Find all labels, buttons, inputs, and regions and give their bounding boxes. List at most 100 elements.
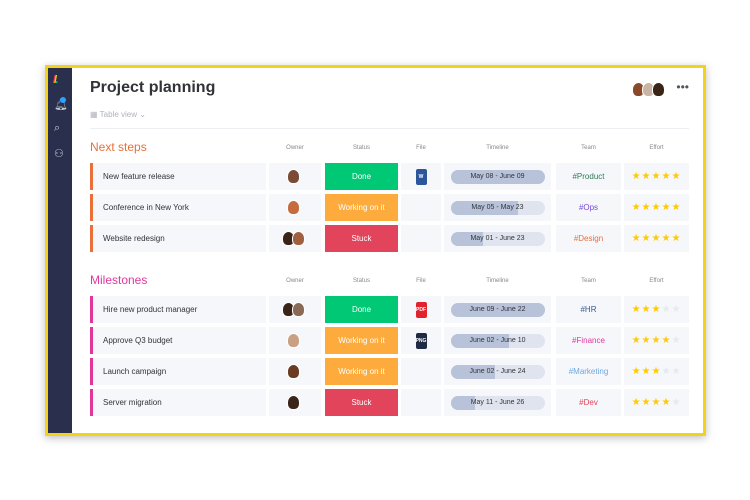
table-row[interactable]: Server migration Stuck May 11 - June 26 … xyxy=(90,389,690,416)
item-name[interactable]: Website redesign xyxy=(90,225,266,252)
star-icon: ★ xyxy=(631,335,642,346)
owner-cell[interactable] xyxy=(269,225,321,252)
status-badge[interactable]: Working on it xyxy=(325,358,398,385)
star-icon: ★ xyxy=(651,335,662,346)
status-badge[interactable]: Stuck xyxy=(325,225,398,252)
status-badge[interactable]: Working on it xyxy=(325,327,398,354)
effort-rating[interactable]: ★ ★ ★ ★ ★ xyxy=(624,327,689,354)
owner-cell[interactable] xyxy=(269,389,321,416)
owner-cell[interactable] xyxy=(269,296,321,323)
team-tag[interactable]: #Finance xyxy=(556,327,621,354)
group-title[interactable]: Milestones xyxy=(90,273,148,287)
timeline-progress xyxy=(450,333,509,348)
column-header-status[interactable]: Status xyxy=(352,278,370,284)
item-name[interactable]: Approve Q3 budget xyxy=(90,327,266,354)
timeline-progress xyxy=(450,364,495,379)
table-row[interactable]: Hire new product manager Done PDF June 0… xyxy=(90,296,690,323)
table-row[interactable]: Approve Q3 budget Working on it PNG June… xyxy=(90,327,690,354)
timeline-cell[interactable]: May 08 - June 09 xyxy=(444,163,551,190)
timeline-progress xyxy=(450,395,475,410)
column-header-file[interactable]: File xyxy=(416,145,426,151)
file-cell[interactable]: PNG xyxy=(401,327,441,354)
column-header-team[interactable]: Team xyxy=(581,278,596,284)
owner-avatar xyxy=(287,364,300,379)
effort-rating[interactable]: ★ ★ ★ ★ ★ xyxy=(624,194,689,221)
star-icon: ★ xyxy=(661,304,672,315)
timeline-bar: June 02 - June 24 xyxy=(450,364,545,379)
file-icon[interactable]: PDF xyxy=(415,301,427,318)
monday-logo: //. xyxy=(53,74,58,86)
timeline-cell[interactable]: June 02 - June 24 xyxy=(444,358,551,385)
file-cell[interactable] xyxy=(401,225,441,252)
star-icon: ★ xyxy=(641,366,652,377)
star-icon: ★ xyxy=(671,366,682,377)
star-icon: ★ xyxy=(671,171,682,182)
status-badge[interactable]: Working on it xyxy=(325,194,398,221)
status-badge[interactable]: Done xyxy=(325,163,398,190)
timeline-cell[interactable]: May 11 - June 26 xyxy=(444,389,551,416)
team-tag[interactable]: #Ops xyxy=(556,194,621,221)
timeline-cell[interactable]: May 05 - May 23 xyxy=(444,194,551,221)
timeline-cell[interactable]: June 02 - June 10 xyxy=(444,327,551,354)
table-row[interactable]: Website redesign Stuck May 01 - June 23 … xyxy=(90,225,690,252)
table-row[interactable]: New feature release Done W May 08 - June… xyxy=(90,163,690,190)
effort-rating[interactable]: ★ ★ ★ ★ ★ xyxy=(624,389,689,416)
star-icon: ★ xyxy=(631,366,642,377)
group-title[interactable]: Next steps xyxy=(90,140,147,154)
effort-rating[interactable]: ★ ★ ★ ★ ★ xyxy=(624,163,689,190)
file-cell[interactable]: PDF xyxy=(401,296,441,323)
star-icon: ★ xyxy=(651,397,662,408)
column-header-status[interactable]: Status xyxy=(352,145,370,151)
search-icon[interactable]: ⌕ xyxy=(54,122,61,134)
item-name[interactable]: Launch campaign xyxy=(90,358,266,385)
sidebar: //. 🔔︎ ⌕ ⚇ xyxy=(48,68,72,433)
column-header-timeline[interactable]: Timeline xyxy=(486,278,509,284)
file-cell[interactable] xyxy=(401,358,441,385)
item-name[interactable]: New feature release xyxy=(90,163,266,190)
team-avatars[interactable] xyxy=(632,82,665,97)
column-header-effort[interactable]: Effort xyxy=(649,278,664,284)
status-badge[interactable]: Done xyxy=(325,296,398,323)
effort-rating[interactable]: ★ ★ ★ ★ ★ xyxy=(624,358,689,385)
invite-user-icon[interactable]: ⚇ xyxy=(54,148,64,160)
table-row[interactable]: Launch campaign Working on it June 02 - … xyxy=(90,358,690,385)
timeline-cell[interactable]: June 09 - June 22 xyxy=(444,296,551,323)
table-row[interactable]: Conference in New York Working on it May… xyxy=(90,194,690,221)
star-icon: ★ xyxy=(631,202,642,213)
effort-rating[interactable]: ★ ★ ★ ★ ★ xyxy=(624,225,689,252)
owner-cell[interactable] xyxy=(269,194,321,221)
star-icon: ★ xyxy=(651,171,662,182)
file-icon[interactable]: PNG xyxy=(415,332,427,349)
file-cell[interactable] xyxy=(401,389,441,416)
owner-avatar xyxy=(292,231,305,246)
item-name[interactable]: Hire new product manager xyxy=(90,296,266,323)
team-tag[interactable]: #Marketing xyxy=(556,358,621,385)
owner-cell[interactable] xyxy=(269,163,321,190)
effort-rating[interactable]: ★ ★ ★ ★ ★ xyxy=(624,296,689,323)
team-tag[interactable]: #HR xyxy=(556,296,621,323)
status-badge[interactable]: Stuck xyxy=(325,389,398,416)
star-icon: ★ xyxy=(671,335,682,346)
column-header-owner[interactable]: Owner xyxy=(286,145,304,151)
timeline-cell[interactable]: May 01 - June 23 xyxy=(444,225,551,252)
column-header-timeline[interactable]: Timeline xyxy=(486,145,509,151)
star-icon: ★ xyxy=(661,171,672,182)
column-header-effort[interactable]: Effort xyxy=(649,145,664,151)
owner-cell[interactable] xyxy=(269,327,321,354)
item-name[interactable]: Server migration xyxy=(90,389,266,416)
team-tag[interactable]: #Product xyxy=(556,163,621,190)
timeline-progress xyxy=(450,302,545,317)
table-view-dropdown[interactable]: ▦ Table view ⌄ xyxy=(90,110,146,119)
file-cell[interactable] xyxy=(401,194,441,221)
more-options-button[interactable]: ••• xyxy=(676,80,689,94)
file-cell[interactable]: W xyxy=(401,163,441,190)
column-header-owner[interactable]: Owner xyxy=(286,278,304,284)
team-tag[interactable]: #Dev xyxy=(556,389,621,416)
team-tag[interactable]: #Design xyxy=(556,225,621,252)
item-name[interactable]: Conference in New York xyxy=(90,194,266,221)
timeline-bar: June 02 - June 10 xyxy=(450,333,545,348)
owner-cell[interactable] xyxy=(269,358,321,385)
column-header-team[interactable]: Team xyxy=(581,145,596,151)
column-header-file[interactable]: File xyxy=(416,278,426,284)
file-icon[interactable]: W xyxy=(415,168,427,185)
